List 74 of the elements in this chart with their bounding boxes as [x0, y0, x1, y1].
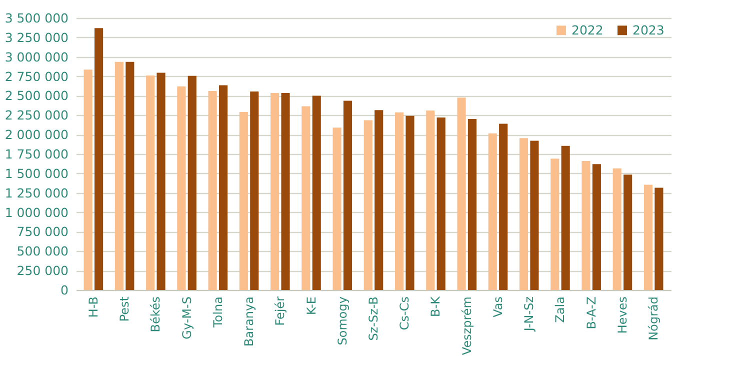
x-tick-label: Zala	[553, 296, 568, 323]
x-tick-label: Cs-Cs	[398, 296, 412, 330]
y-tick-label: 3 250 000	[4, 30, 69, 45]
x-tick-label: Somogy	[335, 296, 350, 346]
bar	[332, 128, 342, 290]
bar	[499, 124, 508, 290]
x-tick-label: J-N-Sz	[522, 296, 536, 332]
x-tick-label: Baranya	[242, 296, 256, 346]
y-tick-label: 2 750 000	[4, 68, 69, 84]
bar	[644, 184, 652, 290]
bar	[468, 119, 477, 290]
x-tick-label: Nógrád	[646, 296, 661, 340]
y-tick-label: 0	[60, 282, 69, 298]
y-tick-label: 1 000 000	[4, 204, 69, 220]
bar	[177, 86, 186, 290]
x-tick-label: Gy-M-S	[180, 296, 194, 340]
bar	[612, 168, 622, 290]
bar	[94, 28, 104, 290]
x-tick-label: H-B	[86, 296, 100, 318]
bar	[406, 116, 414, 290]
x-tick-label: Sz-Sz-B	[366, 296, 380, 341]
y-tick-label: 750 000	[16, 224, 69, 240]
x-tick-label: Pest	[118, 296, 132, 322]
bar	[208, 91, 217, 290]
y-tick-label: 2 500 000	[4, 88, 69, 104]
x-tick-label: Tolna	[210, 296, 225, 328]
bar	[550, 158, 560, 290]
bar	[312, 96, 321, 290]
bar	[519, 138, 528, 290]
bar	[250, 91, 259, 290]
x-tick-label: Fejér	[273, 296, 288, 326]
x-tick-label: B-A-Z	[584, 296, 598, 330]
bar	[624, 174, 632, 290]
bar	[343, 100, 352, 290]
y-tick-label: 1 250 000	[4, 185, 69, 200]
bar	[281, 92, 290, 290]
bar	[146, 76, 155, 290]
x-tick-label: B-K	[428, 295, 443, 317]
bar	[374, 110, 384, 290]
bar	[488, 133, 497, 290]
legend-label: 2023	[632, 22, 664, 38]
x-tick-label: Vas	[490, 296, 505, 318]
x-tick-label: Heves	[615, 296, 630, 334]
bar	[188, 76, 196, 290]
y-tick-label: 2 000 000	[4, 127, 69, 142]
x-tick-label: Békés	[148, 296, 163, 332]
bar	[530, 140, 539, 290]
y-tick-label: 2 250 000	[4, 108, 69, 123]
bar	[156, 72, 166, 290]
y-tick-label: 1 750 000	[4, 146, 69, 162]
bar	[126, 62, 134, 290]
bar	[302, 106, 310, 290]
y-tick-label: 1 500 000	[4, 166, 69, 181]
bar	[218, 85, 228, 290]
bar	[457, 98, 466, 290]
y-tick-label: 500 000	[16, 244, 69, 259]
x-tick-label: K-E	[304, 296, 318, 316]
legend-label: 2022	[572, 22, 604, 38]
bar	[114, 62, 124, 290]
bar	[654, 188, 664, 290]
bar	[592, 164, 601, 290]
bar	[426, 110, 435, 290]
bar	[239, 112, 248, 290]
bar	[364, 120, 372, 290]
bar	[84, 70, 92, 290]
bar	[582, 160, 590, 290]
bar	[270, 92, 280, 290]
y-tick-label: 3 500 000	[4, 10, 69, 26]
bar	[394, 112, 404, 290]
bar	[561, 146, 570, 290]
bar	[436, 117, 446, 290]
y-tick-label: 250 000	[16, 263, 69, 278]
y-tick-label: 3 000 000	[4, 49, 69, 64]
x-tick-label: Veszprém	[460, 296, 474, 356]
